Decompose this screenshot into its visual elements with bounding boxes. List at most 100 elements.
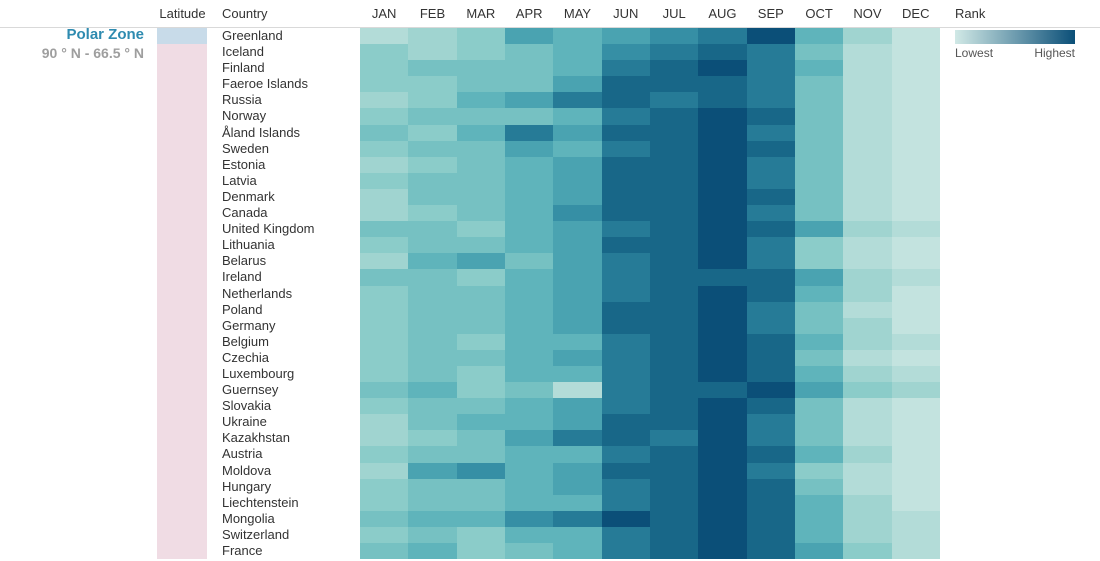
heat-cell	[650, 28, 698, 44]
heat-cell	[747, 141, 795, 157]
heat-cell	[698, 446, 746, 462]
heat-cell	[360, 398, 408, 414]
heat-cell	[650, 44, 698, 60]
heat-cell	[843, 157, 891, 173]
country-label: Austria	[222, 446, 262, 462]
latitude-cell	[157, 479, 207, 495]
heat-cell	[698, 108, 746, 124]
heat-cell	[650, 157, 698, 173]
heat-cell	[553, 76, 601, 92]
heat-cell	[747, 366, 795, 382]
latitude-cell	[157, 237, 207, 253]
heat-row	[360, 92, 940, 108]
heat-cell	[650, 205, 698, 221]
heat-cell	[505, 382, 553, 398]
heat-row	[360, 60, 940, 76]
heat-cell	[553, 253, 601, 269]
heat-cell	[795, 205, 843, 221]
table-row: Belgium	[0, 334, 1100, 350]
heat-cell	[892, 302, 940, 318]
heat-row	[360, 157, 940, 173]
table-row: Germany	[0, 318, 1100, 334]
heat-cell	[457, 173, 505, 189]
latitude-cell	[157, 318, 207, 334]
heat-cell	[795, 60, 843, 76]
heat-cell	[505, 269, 553, 285]
country-label: Denmark	[222, 189, 275, 205]
heat-cell	[602, 511, 650, 527]
latitude-cell	[157, 398, 207, 414]
heat-cell	[747, 44, 795, 60]
heat-cell	[843, 495, 891, 511]
heat-cell	[505, 511, 553, 527]
heat-cell	[892, 76, 940, 92]
heat-cell	[698, 495, 746, 511]
heat-cell	[360, 382, 408, 398]
heat-cell	[795, 543, 843, 559]
heat-cell	[602, 269, 650, 285]
country-label: Åland Islands	[222, 125, 300, 141]
latitude-cell	[157, 286, 207, 302]
heat-cell	[650, 446, 698, 462]
heat-cell	[747, 108, 795, 124]
heat-row	[360, 108, 940, 124]
heat-cell	[795, 334, 843, 350]
heat-cell	[747, 173, 795, 189]
heat-row	[360, 511, 940, 527]
country-label: Czechia	[222, 350, 269, 366]
heat-cell	[650, 334, 698, 350]
heat-cell	[843, 382, 891, 398]
heat-cell	[505, 446, 553, 462]
heat-cell	[553, 141, 601, 157]
country-label: Estonia	[222, 157, 265, 173]
heat-cell	[408, 253, 456, 269]
heat-cell	[892, 173, 940, 189]
heat-cell	[843, 253, 891, 269]
heat-cell	[553, 527, 601, 543]
heat-cell	[698, 543, 746, 559]
heat-cell	[457, 414, 505, 430]
heat-cell	[747, 382, 795, 398]
heat-cell	[892, 318, 940, 334]
heat-cell	[457, 269, 505, 285]
heat-cell	[553, 334, 601, 350]
heat-cell	[602, 28, 650, 44]
heat-cell	[505, 463, 553, 479]
heat-cell	[892, 382, 940, 398]
country-label: Netherlands	[222, 286, 292, 302]
heat-row	[360, 495, 940, 511]
table-body: GreenlandIcelandFinlandFaeroe IslandsRus…	[0, 28, 1100, 561]
heat-cell	[408, 414, 456, 430]
heat-cell	[360, 76, 408, 92]
heat-cell	[843, 141, 891, 157]
heat-cell	[650, 221, 698, 237]
heat-row	[360, 125, 940, 141]
heat-cell	[553, 366, 601, 382]
heat-cell	[408, 527, 456, 543]
latitude-cell	[157, 350, 207, 366]
heat-cell	[698, 60, 746, 76]
heat-cell	[892, 350, 940, 366]
latitude-cell	[157, 446, 207, 462]
heat-cell	[505, 173, 553, 189]
heat-cell	[505, 60, 553, 76]
country-label: Ireland	[222, 269, 262, 285]
heat-cell	[505, 189, 553, 205]
heat-cell	[602, 318, 650, 334]
heat-cell	[843, 221, 891, 237]
heat-cell	[602, 446, 650, 462]
heat-cell	[553, 92, 601, 108]
country-label: Sweden	[222, 141, 269, 157]
table-row: Åland Islands	[0, 125, 1100, 141]
latitude-cell	[157, 141, 207, 157]
latitude-cell	[157, 221, 207, 237]
table-row: Estonia	[0, 157, 1100, 173]
latitude-cell	[157, 527, 207, 543]
heat-cell	[553, 495, 601, 511]
heat-cell	[843, 543, 891, 559]
latitude-cell	[157, 76, 207, 92]
heat-cell	[650, 366, 698, 382]
heat-cell	[505, 543, 553, 559]
heat-cell	[892, 141, 940, 157]
heat-cell	[408, 76, 456, 92]
